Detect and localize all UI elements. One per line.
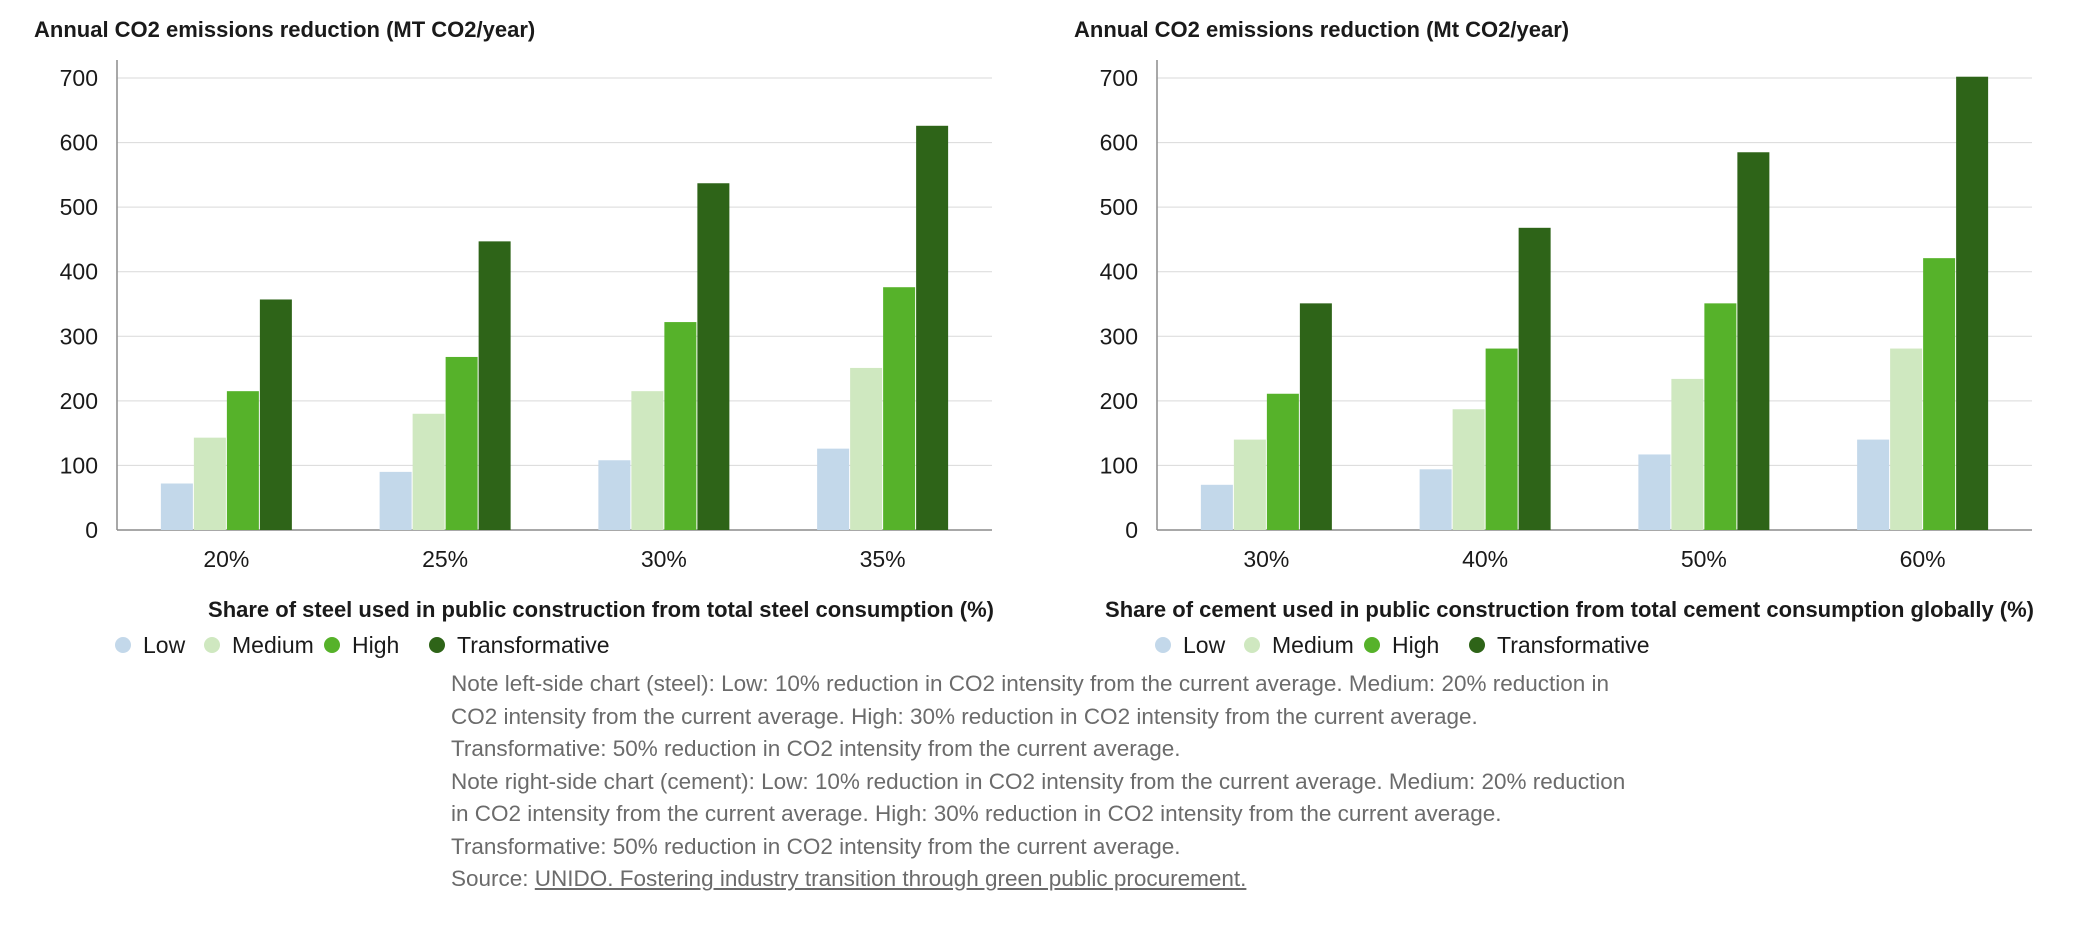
bar-transformative-20pct — [259, 299, 292, 530]
y-tick-label: 400 — [1100, 259, 1138, 285]
bar-transformative-25pct — [478, 241, 511, 530]
y-tick-label: 600 — [1100, 130, 1138, 156]
x-tick-label: 40% — [1462, 546, 1508, 572]
legend-swatch-high — [1364, 637, 1380, 653]
y-tick-label: 300 — [60, 323, 98, 349]
y-tick-label: 500 — [1100, 194, 1138, 220]
x-tick-label: 20% — [203, 546, 249, 572]
bar-high-30pct — [664, 322, 697, 530]
y-tick-label: 500 — [60, 194, 98, 220]
cement-note: Note right-side chart (cement): Low: 10%… — [451, 768, 1626, 859]
bar-medium-30pct — [1233, 439, 1266, 530]
y-tick-label: 700 — [1100, 65, 1138, 91]
y-tick-label: 100 — [1100, 452, 1138, 478]
steel-chart: Annual CO2 emissions reduction (MT CO2/y… — [34, 17, 994, 658]
legend-swatch-transformative — [429, 637, 445, 653]
x-tick-label: 60% — [1900, 546, 1946, 572]
bar-transformative-60pct — [1956, 76, 1989, 531]
bar-low-60pct — [1857, 439, 1890, 530]
legend-label-transformative: Transformative — [1497, 632, 1650, 658]
y-tick-label: 0 — [85, 517, 98, 543]
legend-label-medium: Medium — [232, 632, 314, 658]
bar-low-20pct — [160, 483, 193, 530]
x-axis-label: Share of steel used in public constructi… — [208, 597, 994, 622]
bar-high-25pct — [445, 356, 478, 530]
y-tick-label: 0 — [1125, 517, 1138, 543]
y-tick-label: 100 — [60, 452, 98, 478]
legend-swatch-low — [115, 637, 131, 653]
bar-high-30pct — [1266, 393, 1299, 530]
bar-high-20pct — [226, 391, 259, 530]
bar-low-50pct — [1638, 454, 1671, 530]
bar-transformative-30pct — [697, 183, 730, 530]
legend-swatch-low — [1155, 637, 1171, 653]
legend-label-low: Low — [1183, 632, 1226, 658]
bar-high-40pct — [1485, 348, 1518, 530]
bar-medium-60pct — [1890, 348, 1923, 530]
bar-medium-30pct — [631, 391, 664, 530]
bar-transformative-40pct — [1518, 227, 1551, 530]
bar-high-60pct — [1923, 258, 1956, 530]
x-tick-label: 25% — [422, 546, 468, 572]
cement-chart: Annual CO2 emissions reduction (Mt CO2/y… — [1074, 17, 2034, 658]
legend-swatch-transformative — [1469, 637, 1485, 653]
bar-low-35pct — [817, 448, 850, 530]
legend-label-low: Low — [143, 632, 186, 658]
source-line: Source: UNIDO. Fostering industry transi… — [451, 863, 1631, 896]
bar-medium-40pct — [1452, 409, 1485, 530]
chart-title: Annual CO2 emissions reduction (Mt CO2/y… — [1074, 17, 1569, 42]
legend-label-high: High — [1392, 632, 1439, 658]
bar-low-30pct — [1200, 484, 1233, 530]
y-tick-label: 600 — [60, 130, 98, 156]
x-axis-label: Share of cement used in public construct… — [1105, 597, 2034, 622]
y-tick-label: 400 — [60, 259, 98, 285]
y-tick-label: 200 — [60, 388, 98, 414]
x-tick-label: 35% — [860, 546, 906, 572]
legend-label-medium: Medium — [1272, 632, 1354, 658]
legend-label-transformative: Transformative — [457, 632, 610, 658]
x-tick-label: 50% — [1681, 546, 1727, 572]
bar-transformative-35pct — [916, 125, 949, 530]
legend-swatch-high — [324, 637, 340, 653]
bar-high-35pct — [883, 287, 916, 530]
source-link[interactable]: UNIDO. Fostering industry transition thr… — [534, 866, 1247, 891]
bar-medium-35pct — [850, 367, 883, 530]
bar-medium-50pct — [1671, 378, 1704, 530]
y-tick-label: 300 — [1100, 323, 1138, 349]
source-label: Source: — [451, 866, 535, 891]
y-tick-label: 200 — [1100, 388, 1138, 414]
legend-swatch-medium — [1244, 637, 1260, 653]
x-tick-label: 30% — [641, 546, 687, 572]
chart-title: Annual CO2 emissions reduction (MT CO2/y… — [34, 17, 535, 42]
steel-note: Note left-side chart (steel): Low: 10% r… — [451, 671, 1610, 761]
bar-medium-20pct — [193, 437, 226, 530]
x-tick-label: 30% — [1243, 546, 1289, 572]
legend-label-high: High — [352, 632, 399, 658]
bar-low-30pct — [598, 460, 631, 530]
notes-block: Note left-side chart (steel): Low: 10% r… — [451, 668, 1631, 896]
legend-swatch-medium — [204, 637, 220, 653]
bar-medium-25pct — [412, 413, 445, 530]
bar-transformative-50pct — [1737, 152, 1770, 530]
bar-transformative-30pct — [1299, 303, 1332, 530]
y-tick-label: 700 — [60, 65, 98, 91]
bar-low-40pct — [1419, 469, 1452, 530]
bar-high-50pct — [1704, 303, 1737, 530]
bar-low-25pct — [379, 471, 412, 530]
